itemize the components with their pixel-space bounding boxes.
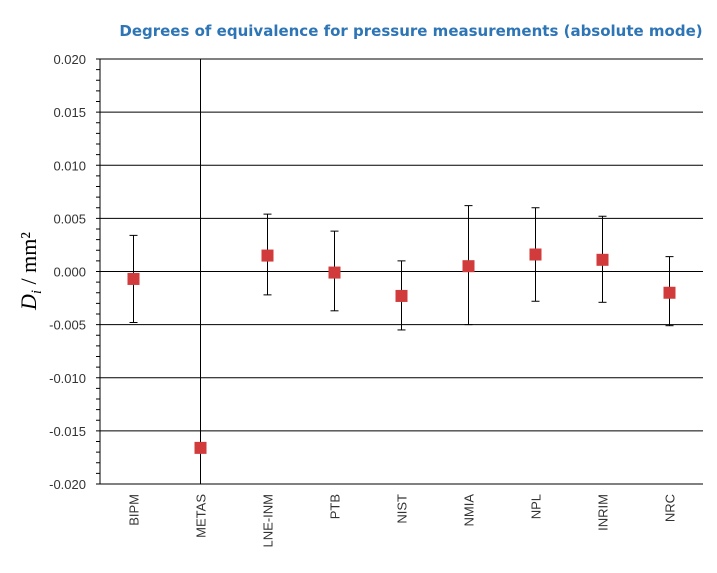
data-point-NMIA <box>462 260 475 273</box>
data-point-PTB <box>328 266 341 279</box>
x-category-labels: BIPM METAS LNE-INM PTB NIST NMIA NPL INRIM NRC <box>127 494 678 548</box>
x-category-label: PTB <box>328 494 343 519</box>
chart-title: Degrees of equivalence for pressure meas… <box>119 22 702 40</box>
x-category-label: NIST <box>395 494 410 524</box>
y-axis <box>96 58 101 485</box>
x-category-label: NMIA <box>462 494 477 527</box>
data-markers <box>127 248 676 454</box>
y-axis-label-unit: / mm² <box>16 232 41 290</box>
y-tick-label: 0.015 <box>53 105 86 120</box>
x-category-label: INRIM <box>596 494 611 531</box>
y-tick-label: -0.020 <box>49 477 86 492</box>
y-tick-label: 0.020 <box>53 52 86 67</box>
y-tick-label: -0.005 <box>49 318 86 333</box>
y-tick-label: -0.015 <box>49 424 86 439</box>
y-tick-label: 0.000 <box>53 265 86 280</box>
data-point-INRIM <box>596 253 609 266</box>
x-category-label: LNE-INM <box>261 494 276 547</box>
data-point-METAS <box>194 441 207 454</box>
y-axis-label-subscript: i <box>29 290 45 294</box>
y-axis-label: Di / mm² <box>16 232 45 311</box>
x-category-label: BIPM <box>127 494 142 526</box>
y-tick-label: 0.010 <box>53 158 86 173</box>
y-tick-labels: 0.020 0.015 0.010 0.005 0.000 -0.005 -0.010 -0.… <box>49 52 86 492</box>
data-point-BIPM <box>127 272 140 285</box>
y-tick-label: 0.005 <box>53 211 86 226</box>
data-point-NIST <box>395 289 408 302</box>
data-point-LNE-INM <box>261 249 274 262</box>
y-tick-label: -0.010 <box>49 371 86 386</box>
x-category-label: NPL <box>529 494 544 519</box>
y-axis-label-symbol: D <box>16 294 41 311</box>
x-category-label: NRC <box>663 494 678 522</box>
data-point-NPL <box>529 248 542 261</box>
data-point-NRC <box>663 286 676 299</box>
x-category-label: METAS <box>194 494 209 538</box>
